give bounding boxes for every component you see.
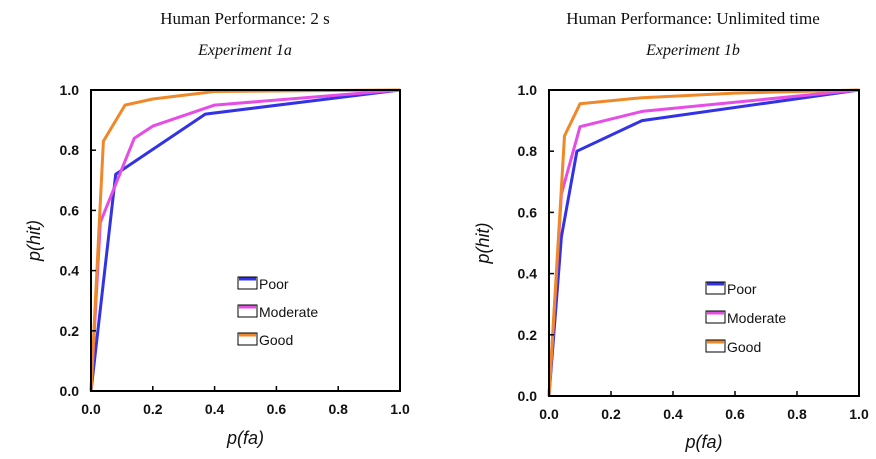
chart-subtitle: Experiment 1b (645, 42, 740, 59)
x-tick-label: 0.6 (725, 406, 745, 422)
chart-title: Human Performance: 2 s (160, 9, 329, 28)
x-tick-label: 0.8 (787, 406, 807, 422)
series-line-good (89, 88, 401, 392)
x-tick-label: 0.0 (539, 406, 559, 422)
y-axis-label: p(hit) (473, 222, 493, 264)
y-tick-label: 0.6 (60, 202, 80, 218)
x-tick-label: 0.4 (205, 401, 225, 417)
series-line-moderate (547, 88, 860, 397)
y-tick-label: 0.4 (60, 263, 80, 279)
y-axis-label: p(hit) (24, 220, 44, 262)
plot-frame (548, 89, 860, 397)
y-tick-label: 0.2 (518, 327, 538, 343)
x-tick-label: 0.2 (601, 406, 621, 422)
series-line-poor (547, 88, 860, 397)
chart-subtitle: Experiment 1a (197, 42, 292, 59)
x-tick-label: 0.2 (143, 401, 163, 417)
x-tick-label: 0.8 (328, 401, 348, 417)
y-tick-label: 0.8 (60, 142, 80, 158)
y-tick-label: 0.8 (518, 143, 538, 159)
x-tick-label: 1.0 (390, 401, 410, 417)
legend-label: Good (727, 339, 761, 355)
x-tick-label: 0.4 (663, 406, 683, 422)
legend-label: Moderate (259, 304, 318, 320)
x-tick-label: 0.0 (81, 401, 101, 417)
y-tick-label: 0.2 (60, 323, 80, 339)
legend-label: Poor (727, 281, 757, 297)
y-tick-label: 1.0 (518, 82, 538, 98)
y-tick-label: 0.6 (518, 204, 538, 220)
panel-experiment-1b: Human Performance: Unlimited time Experim… (473, 9, 869, 452)
series-line-poor (89, 88, 401, 392)
y-tick-label: 0.0 (518, 388, 538, 404)
y-tick-label: 1.0 (60, 82, 80, 98)
legend-label: Poor (259, 276, 289, 292)
legend-label: Moderate (727, 310, 786, 326)
x-tick-label: 0.6 (267, 401, 287, 417)
series-line-moderate (89, 88, 401, 392)
legend-label: Good (259, 332, 293, 348)
chart-title: Human Performance: Unlimited time (566, 9, 820, 28)
x-axis-label: p(fa) (684, 432, 722, 452)
x-tick-label: 1.0 (849, 406, 869, 422)
series-line-good (547, 88, 860, 397)
y-tick-label: 0.0 (60, 383, 80, 399)
y-tick-label: 0.4 (518, 266, 538, 282)
plot-frame (90, 89, 401, 392)
x-axis-label: p(fa) (226, 428, 264, 448)
